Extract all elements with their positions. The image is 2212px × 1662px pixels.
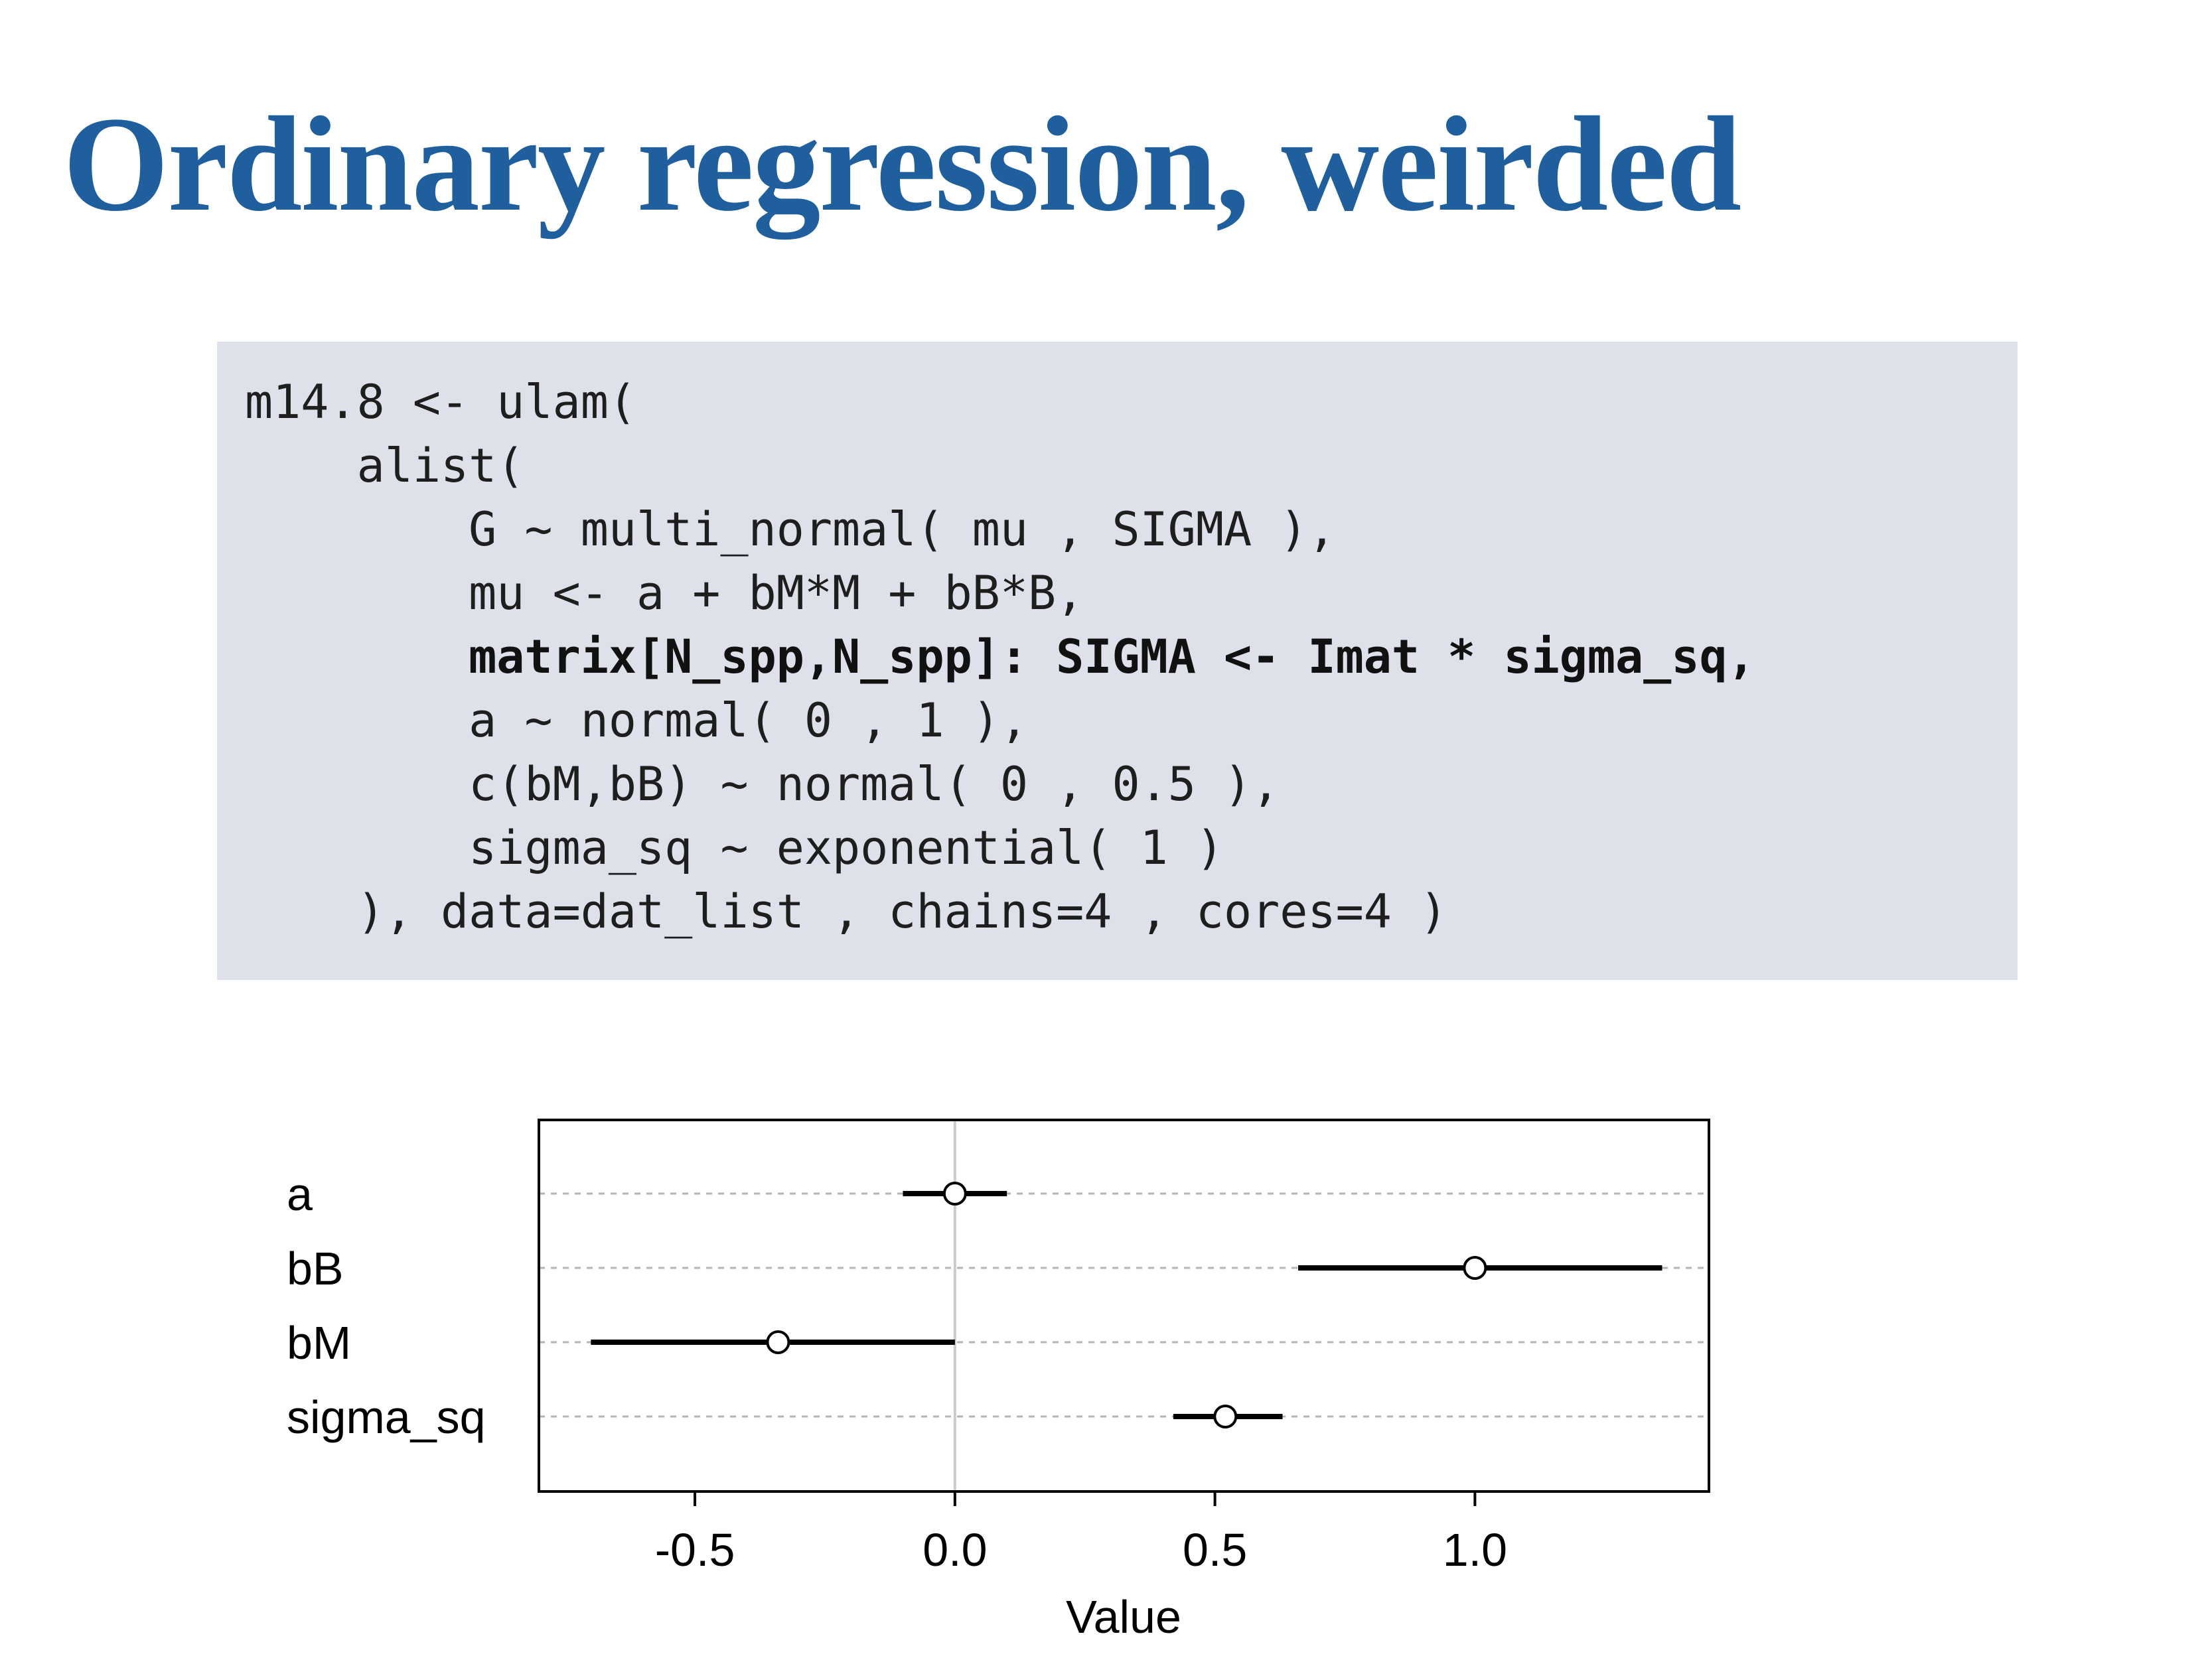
x-tick-label: 1.0 <box>1443 1524 1507 1576</box>
parameter-label-sigma_sq: sigma_sq <box>287 1391 486 1443</box>
gridlines <box>539 1192 1709 1418</box>
code-line: G ~ multi_normal( mu , SIGMA ), <box>245 502 1336 557</box>
code-line: m14.8 <- ulam( <box>245 375 637 429</box>
code-line-highlighted: matrix[N_spp,N_spp]: SIGMA <- Imat * sig… <box>245 630 1755 684</box>
coefficient-plot-svg: -0.5 0.0 0.5 1.0 a bB bM sigma_sq Value <box>287 1119 1710 1643</box>
code-line: c(bM,bB) ~ normal( 0 , 0.5 ), <box>245 757 1280 811</box>
point-a <box>942 1182 967 1206</box>
parameter-label-a: a <box>287 1168 313 1220</box>
x-tick-label: -0.5 <box>655 1524 735 1576</box>
point-bB <box>1463 1256 1487 1280</box>
x-tick-label: 0.0 <box>922 1524 987 1576</box>
code-line: mu <- a + bM*M + bB*B, <box>245 566 1084 620</box>
code-line: sigma_sq ~ exponential( 1 ) <box>245 821 1224 875</box>
point-bM <box>766 1330 790 1354</box>
plot-frame <box>538 1119 1710 1493</box>
parameter-labels: a bB bM sigma_sq <box>287 1168 486 1443</box>
code-line: a ~ normal( 0 , 1 ), <box>245 693 1029 748</box>
x-axis-title: Value <box>1066 1591 1181 1643</box>
code-line: alist( <box>245 439 525 493</box>
point-sigma_sq <box>1213 1405 1238 1428</box>
parameter-label-bM: bM <box>287 1317 351 1369</box>
parameter-label-bB: bB <box>287 1243 344 1294</box>
points <box>766 1182 1487 1428</box>
x-tick-label: 0.5 <box>1183 1524 1247 1576</box>
intervals <box>591 1191 1662 1419</box>
slide-title: Ordinary regression, weirded <box>63 89 1741 240</box>
code-block: m14.8 <- ulam( alist( G ~ multi_normal( … <box>217 342 2018 980</box>
x-axis: -0.5 0.0 0.5 1.0 <box>655 1491 1507 1576</box>
code-line: ), data=dat_list , chains=4 , cores=4 ) <box>245 884 1448 939</box>
coefficient-plot: -0.5 0.0 0.5 1.0 a bB bM sigma_sq Value <box>0 1075 2212 1659</box>
